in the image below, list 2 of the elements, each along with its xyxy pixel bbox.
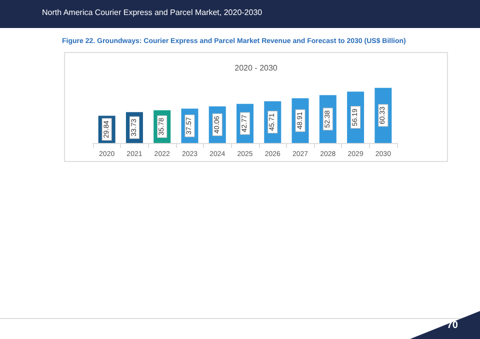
chart-subtitle: 2020 - 2030	[234, 64, 278, 72]
text: North America Courier Express and Parcel Market, 2020-2030	[42, 8, 262, 17]
